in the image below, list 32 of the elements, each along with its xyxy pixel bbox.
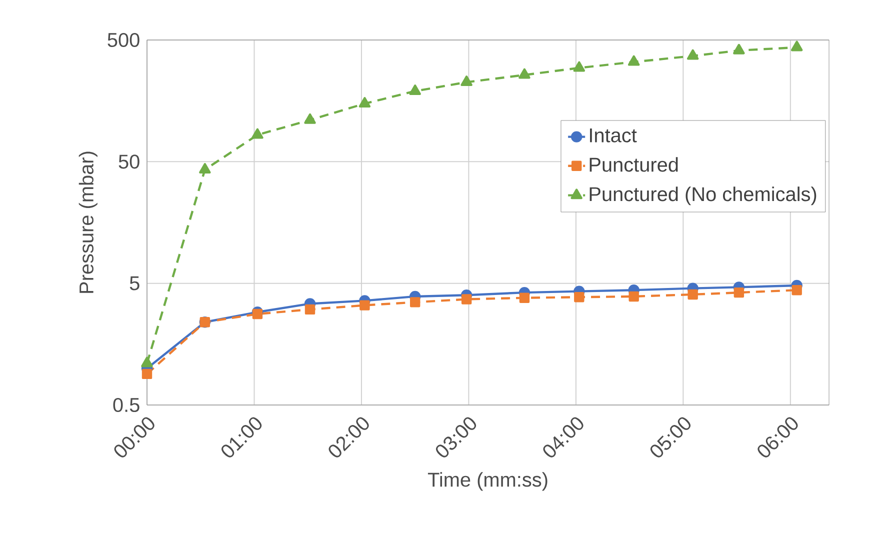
- point: [252, 128, 264, 139]
- point: [358, 97, 371, 108]
- point: [461, 294, 472, 304]
- point: [360, 300, 370, 310]
- point: [790, 40, 803, 52]
- legend-label: Punctured: [590, 157, 678, 172]
- point: [142, 368, 152, 380]
- point: [409, 84, 421, 95]
- point: [792, 284, 802, 296]
- y-tick-label: 5: [130, 276, 140, 290]
- point: [628, 55, 640, 66]
- point: [628, 291, 639, 302]
- point: [304, 304, 316, 315]
- point: [688, 289, 698, 300]
- legend-label: Punctured (No chemicals): [590, 186, 816, 206]
- y-tick-label: 0.5: [113, 398, 140, 412]
- point: [304, 113, 316, 124]
- y-tick-label: 500: [108, 32, 140, 48]
- point: [573, 61, 586, 72]
- legend-label: Intact: [590, 128, 637, 142]
- x-axis-title: Time (mm:ss): [428, 472, 548, 491]
- y-axis-title: Pressure (mbar): [78, 152, 98, 293]
- point: [460, 76, 472, 86]
- point: [686, 49, 699, 60]
- point: [410, 297, 420, 308]
- y-tick-label: 50: [118, 154, 140, 169]
- point: [519, 292, 530, 303]
- point: [733, 44, 745, 54]
- point: [574, 292, 584, 302]
- point: [199, 163, 211, 174]
- point: [734, 287, 744, 298]
- point: [518, 68, 530, 79]
